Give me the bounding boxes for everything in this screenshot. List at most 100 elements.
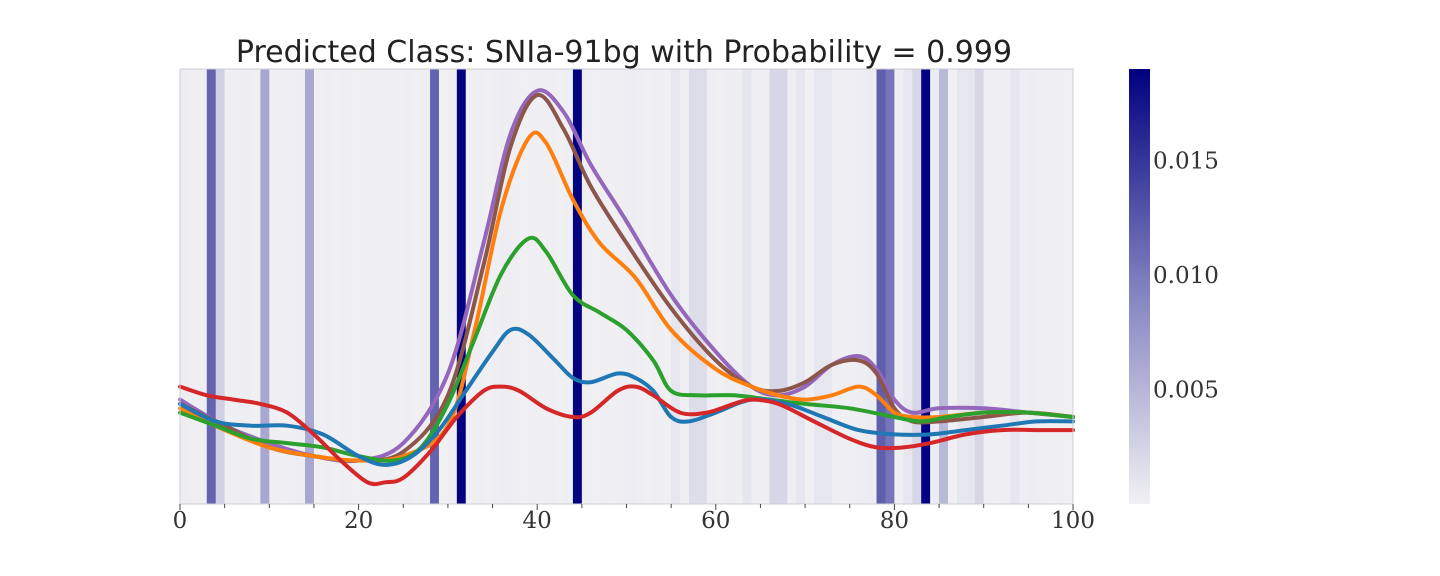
heatmap-bin	[197, 69, 208, 504]
heatmap-bin	[956, 69, 967, 504]
x-tick-label: 40	[523, 508, 552, 534]
heatmap-bin	[876, 69, 886, 504]
heatmap-bin	[697, 69, 708, 504]
heatmap-bin	[599, 69, 609, 504]
heatmap-bin	[1010, 69, 1020, 504]
colorbar: 0.005 0.010 0.015	[1129, 69, 1219, 504]
heatmap-bin	[992, 69, 1002, 504]
heatmap-bin	[787, 69, 797, 504]
x-tick-label: 0	[173, 508, 188, 534]
heatmap-bin	[671, 69, 681, 504]
heatmap-bin	[724, 69, 734, 504]
heatmap-bin	[233, 69, 243, 504]
heatmap-bin	[590, 69, 601, 504]
heatmap-bin	[680, 69, 690, 504]
heatmap-bin	[546, 69, 556, 504]
heatmap-bin	[501, 69, 511, 504]
heatmap-bin	[796, 69, 806, 504]
heatmap-bin	[305, 69, 315, 504]
heatmap-bin	[215, 69, 225, 504]
heatmap-bin	[867, 69, 877, 504]
heatmap-bin	[376, 69, 386, 504]
light-curve-series	[178, 88, 1075, 487]
heatmap-bin	[394, 69, 404, 504]
colorbar-gradient	[1129, 69, 1150, 504]
heatmap-bin	[912, 69, 922, 504]
heatmap-bin	[921, 69, 931, 504]
heatmap-bin	[903, 69, 913, 504]
heatmap-bin	[555, 69, 565, 504]
heatmap-bin	[349, 69, 359, 504]
heatmap-bin	[296, 69, 306, 504]
heatmap-bin	[1028, 69, 1038, 504]
heatmap-bin	[1055, 69, 1065, 504]
heatmap-bin	[939, 69, 949, 504]
heatmap-bin	[180, 69, 190, 504]
heatmap-bin	[751, 69, 761, 504]
heatmap-bin	[617, 69, 627, 504]
heatmap-bin	[706, 69, 717, 504]
heatmap-bin	[313, 69, 324, 504]
heatmap-bin	[742, 69, 752, 504]
x-axis-ticks: 0 20 40 60 80 100	[173, 504, 1095, 534]
colorbar-tick-label: 0.010	[1153, 263, 1219, 289]
heatmap-bin	[537, 69, 547, 504]
heatmap-bin	[947, 69, 958, 504]
heatmap-bin	[805, 69, 815, 504]
heatmap-bin	[885, 69, 895, 504]
heatmap-bin	[340, 69, 350, 504]
heatmap-bin	[965, 69, 976, 504]
colorbar-tick-label: 0.005	[1153, 378, 1219, 404]
heatmap-bin	[840, 69, 851, 504]
x-tick-label: 80	[880, 508, 909, 534]
series-line-4	[178, 235, 1075, 463]
colorbar-tick-label: 0.015	[1153, 149, 1219, 175]
heatmap-bin	[822, 69, 833, 504]
heatmap-bin	[572, 69, 583, 504]
x-tick-label: 20	[344, 508, 373, 534]
heatmap-bin	[278, 69, 288, 504]
heatmap-bin	[983, 69, 993, 504]
heatmap-bin	[358, 69, 368, 504]
heatmap-bin	[778, 69, 788, 504]
heatmap-bin	[608, 69, 618, 504]
series-line-6	[178, 384, 1075, 487]
heatmap-bin	[251, 69, 261, 504]
heatmap-bin	[626, 69, 636, 504]
heatmap-bin	[242, 69, 252, 504]
x-tick-label: 100	[1051, 508, 1095, 534]
heatmap-bin	[206, 69, 217, 504]
chart-title: Predicted Class: SNIa-91bg with Probabil…	[236, 35, 1012, 70]
series-line-5	[178, 326, 1075, 467]
heatmap-bin	[322, 69, 333, 504]
heatmap-bin	[1064, 69, 1074, 504]
heatmap-bin	[581, 69, 592, 504]
heatmap-bin	[412, 69, 422, 504]
heatmap-bin	[528, 69, 538, 504]
heatmap-bin	[269, 69, 279, 504]
heatmap-bin	[421, 69, 431, 504]
heatmap-bin	[1019, 69, 1029, 504]
heatmap-bin	[447, 69, 458, 504]
heatmap-bin	[715, 69, 726, 504]
heatmap-bin	[894, 69, 904, 504]
series-line-1	[178, 88, 1075, 464]
heatmap-bin	[430, 69, 440, 504]
heatmap-bin	[331, 69, 342, 504]
heatmap-bin	[367, 69, 377, 504]
heatmap-bin	[733, 69, 743, 504]
heatmap-bin	[644, 69, 654, 504]
heatmap-bin	[438, 69, 449, 504]
heatmap-bin	[858, 69, 868, 504]
heatmap-bin	[930, 69, 940, 504]
heatmap-bin	[510, 69, 520, 504]
heatmap-bin	[689, 69, 699, 504]
heatmap-bin	[1001, 69, 1011, 504]
heatmap-bin	[519, 69, 529, 504]
heatmap-bin	[769, 69, 779, 504]
heatmap-bin	[456, 69, 467, 504]
heatmap-bin	[465, 69, 475, 504]
heatmap-bin	[483, 69, 493, 504]
heatmap-bin	[1046, 69, 1056, 504]
